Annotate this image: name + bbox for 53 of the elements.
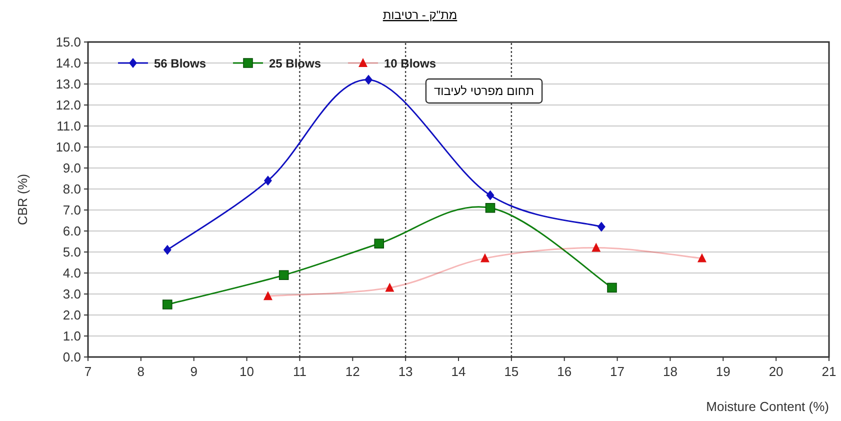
point: [385, 282, 394, 292]
point: [263, 291, 272, 300]
point: [278, 270, 289, 280]
y-tick-label: 12.0: [56, 98, 81, 112]
point: [163, 244, 172, 255]
y-tick-label: 2.0: [62, 308, 81, 322]
point: [592, 242, 601, 252]
y-tick-label: 5.0: [62, 244, 81, 260]
x-tick-label: 11: [292, 364, 306, 379]
x-tick-label: 19: [716, 364, 730, 379]
y-tick-label: 13.0: [56, 76, 81, 92]
legend-label: 25 Blows: [269, 56, 322, 70]
x-tick-label: 14: [451, 364, 466, 379]
x-tick-label: 8: [137, 364, 145, 379]
x-tick-label: 16: [557, 364, 572, 379]
x-tick-label: 7: [84, 364, 92, 379]
y-axis-title: CBR (%): [15, 174, 30, 226]
y-tick-label: 9.0: [62, 160, 81, 176]
point: [607, 282, 617, 293]
x-tick-label: 17: [610, 364, 625, 379]
x-axis-title: Moisture Content (%): [706, 399, 829, 414]
y-tick-label: 10.0: [56, 140, 81, 154]
point: [597, 222, 606, 232]
x-tick-label: 15: [504, 364, 519, 379]
legend-label: 10 Blows: [384, 56, 436, 70]
y-tick-label: 0.0: [62, 350, 81, 364]
x-tick-label: 9: [190, 364, 198, 379]
y-tick-label: 8.0: [62, 182, 81, 196]
point: [264, 176, 272, 186]
point: [697, 253, 706, 262]
point: [374, 238, 384, 248]
x-tick-label: 10: [240, 364, 254, 379]
chart-title: מת"ק - רטיבות: [382, 8, 458, 22]
x-tick-label: 12: [345, 364, 360, 379]
y-tick-label: 15.0: [56, 34, 81, 50]
x-tick-label: 20: [768, 364, 784, 379]
legend-label: 56 Blows: [154, 56, 206, 70]
y-tick-label: 14.0: [56, 56, 81, 70]
y-tick-label: 7.0: [62, 202, 81, 218]
point: [162, 300, 172, 310]
y-tick-label: 11.0: [56, 118, 81, 134]
x-tick-label: 13: [398, 364, 413, 379]
x-tick-label: 21: [822, 364, 836, 379]
point: [486, 190, 494, 200]
point: [364, 74, 373, 85]
y-tick-label: 4.0: [62, 266, 81, 280]
x-tick-label: 18: [662, 364, 678, 379]
annotation: תחום מפרטי לעיבוד: [434, 84, 534, 98]
y-tick-label: 3.0: [62, 286, 81, 302]
y-tick-label: 1.0: [62, 328, 81, 344]
point: [480, 253, 490, 262]
y-tick-label: 6.0: [62, 224, 81, 238]
point: [485, 203, 496, 213]
